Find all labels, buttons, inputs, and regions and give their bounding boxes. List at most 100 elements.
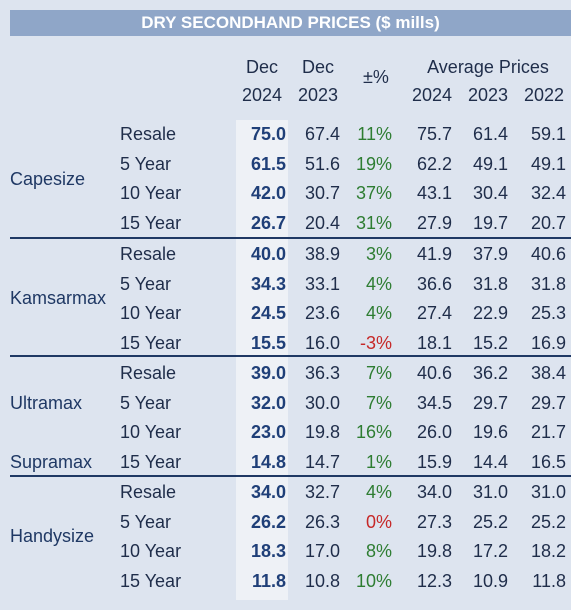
cell-dec24: 14.8 (250, 451, 286, 472)
cell-a22: 31.8 (530, 273, 566, 294)
cell-a23: 29.7 (472, 392, 508, 413)
cell-pct: 7% (365, 392, 392, 413)
cell-dec24: 26.7 (250, 212, 286, 233)
cell-dec24: 18.3 (250, 541, 286, 561)
cell-pct: 19% (355, 153, 392, 174)
cell-dec23: 67.4 (304, 124, 340, 144)
cell-dec24: 26.2 (250, 511, 286, 532)
cell-a23: 31.8 (472, 273, 508, 294)
row-category: Resale (120, 244, 177, 264)
row-category: Resale (120, 363, 177, 383)
group-label-kamsarmax: Kamsarmax (10, 288, 107, 308)
row-category: 5 Year (120, 153, 172, 174)
cell-dec23: 23.6 (304, 303, 340, 323)
cell-pct: 37% (355, 183, 392, 203)
header-avg-2024: 2024 (412, 85, 453, 105)
row-category: 5 Year (120, 392, 172, 413)
cell-a22: 25.2 (530, 511, 566, 532)
cell-pct: 16% (355, 422, 392, 442)
header-avg-2023: 2023 (468, 85, 509, 105)
cell-dec24: 40.0 (250, 244, 286, 264)
row-category: 15 Year (120, 570, 182, 591)
row-category: 15 Year (120, 451, 182, 472)
cell-dec23: 20.4 (304, 212, 340, 233)
cell-a24: 18.1 (416, 332, 452, 353)
cell-a24: 34.0 (416, 482, 452, 502)
cell-dec23: 30.0 (304, 392, 340, 413)
group-separator (10, 475, 571, 477)
cell-a24: 43.1 (416, 183, 452, 203)
cell-a23: 25.2 (472, 511, 508, 532)
cell-pct: 7% (365, 363, 392, 383)
cell-a24: 15.9 (416, 451, 452, 472)
table-title: DRY SECONDHAND PRICES ($ mills) (10, 10, 571, 36)
cell-a22: 29.7 (530, 392, 566, 413)
cell-dec23: 30.7 (304, 183, 340, 203)
cell-dec23: 33.1 (304, 273, 340, 294)
cell-a24: 41.9 (416, 244, 452, 264)
cell-a23: 17.2 (472, 541, 508, 561)
cell-a24: 26.0 (416, 422, 452, 442)
cell-a22: 20.7 (530, 212, 566, 233)
cell-a22: 49.1 (530, 153, 566, 174)
cell-a22: 16.9 (530, 332, 566, 353)
cell-a23: 36.2 (472, 363, 508, 383)
header-2023-label: 2023 (297, 85, 339, 105)
cell-a23: 22.9 (472, 303, 508, 323)
cell-pct: 11% (357, 124, 392, 144)
row-category: 10 Year (120, 303, 182, 323)
cell-a24: 27.3 (416, 511, 452, 532)
header-avg-2022: 2022 (523, 85, 565, 105)
cell-dec23: 51.6 (304, 153, 340, 174)
cell-dec24: 23.0 (250, 422, 286, 442)
cell-dec24: 34.3 (250, 273, 286, 294)
cell-pct: 3% (365, 244, 392, 264)
group-label-supramax: Supramax (10, 452, 93, 472)
cell-dec24: 11.8 (251, 570, 286, 591)
cell-pct: 1% (365, 451, 392, 472)
cell-pct: 10% (355, 570, 392, 591)
header-dec-label: Dec (301, 57, 334, 77)
row-category: 10 Year (120, 541, 182, 561)
cell-a24: 27.4 (416, 303, 452, 323)
cell-a24: 34.5 (416, 392, 452, 413)
cell-dec24: 39.0 (250, 363, 286, 383)
cell-dec23: 10.8 (304, 570, 340, 591)
row-category: 5 Year (120, 273, 172, 294)
cell-a24: 27.9 (416, 212, 452, 233)
cell-a22: 59.1 (530, 124, 566, 144)
header-dec-label: Dec (245, 57, 278, 77)
group-separator (10, 355, 571, 357)
cell-pct: 31% (355, 212, 392, 233)
cell-a24: 75.7 (416, 124, 452, 144)
cell-a23: 37.9 (472, 244, 508, 264)
row-category: Resale (120, 482, 177, 502)
cell-dec23: 32.7 (304, 482, 340, 502)
cell-dec24: 34.0 (250, 482, 286, 502)
group-label-handysize: Handysize (10, 526, 95, 546)
row-category: 15 Year (120, 332, 182, 353)
dec-2024-column-highlight (236, 120, 288, 600)
cell-a24: 62.2 (416, 153, 452, 174)
cell-a22: 21.7 (530, 422, 566, 442)
cell-a24: 12.3 (416, 570, 452, 591)
header-2024-label: 2024 (241, 85, 283, 105)
cell-a23: 19.7 (472, 212, 508, 233)
cell-dec24: 24.5 (250, 303, 286, 323)
cell-pct: 4% (365, 303, 392, 323)
cell-a23: 30.4 (472, 183, 508, 203)
cell-a22: 32.4 (530, 183, 566, 203)
cell-a23: 19.6 (472, 422, 508, 442)
row-category: 10 Year (120, 422, 182, 442)
group-label-ultramax: Ultramax (10, 393, 83, 413)
cell-a22: 40.6 (530, 244, 566, 264)
cell-a24: 40.6 (416, 363, 452, 383)
cell-dec24: 75.0 (250, 124, 286, 144)
cell-a22: 25.3 (530, 303, 566, 323)
cell-a23: 15.2 (472, 332, 508, 353)
row-category: 5 Year (120, 511, 172, 532)
cell-pct: 4% (365, 273, 392, 294)
cell-a22: 31.0 (530, 482, 566, 502)
header-pct-change: ±% (363, 67, 389, 87)
